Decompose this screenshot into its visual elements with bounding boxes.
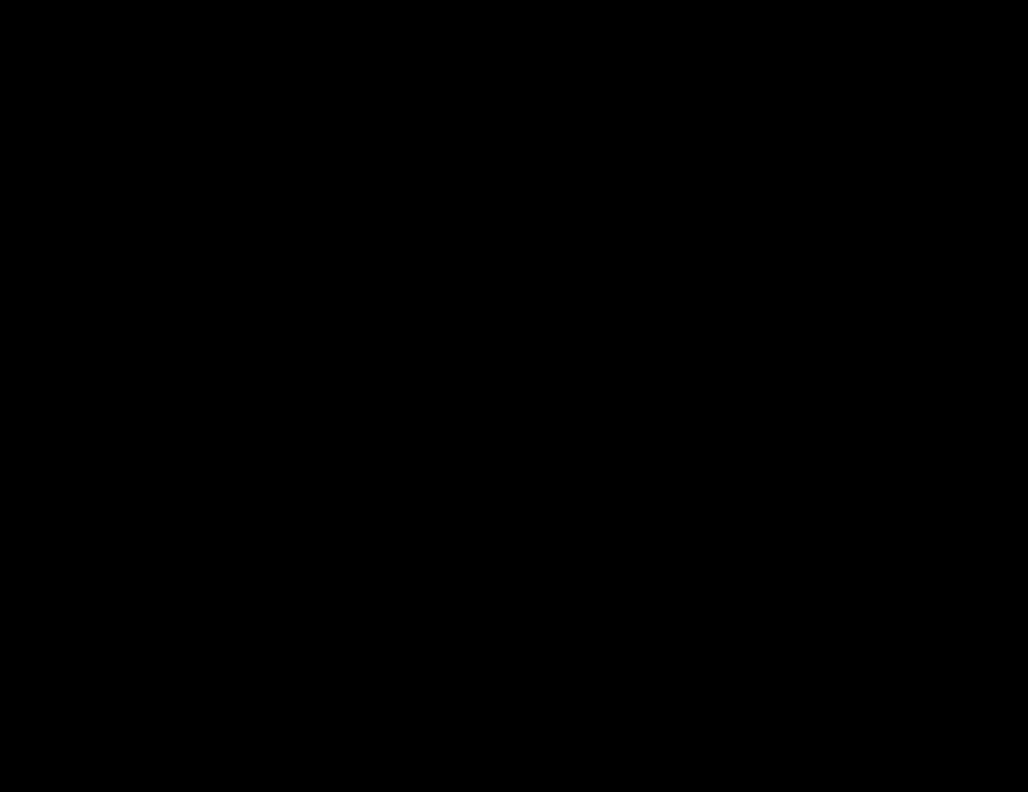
- blank-screen: [0, 0, 1028, 792]
